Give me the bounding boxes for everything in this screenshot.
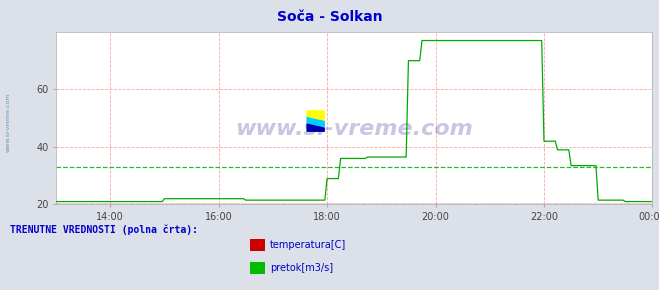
Polygon shape xyxy=(306,123,325,132)
Text: Soča - Solkan: Soča - Solkan xyxy=(277,10,382,24)
Text: pretok[m3/s]: pretok[m3/s] xyxy=(270,263,333,273)
Text: www.si-vreme.com: www.si-vreme.com xyxy=(235,119,473,139)
Text: www.si-vreme.com: www.si-vreme.com xyxy=(6,92,11,152)
Text: temperatura[C]: temperatura[C] xyxy=(270,240,347,250)
Polygon shape xyxy=(306,117,325,128)
Text: TRENUTNE VREDNOSTI (polna črta):: TRENUTNE VREDNOSTI (polna črta): xyxy=(10,225,198,235)
Polygon shape xyxy=(306,110,325,121)
